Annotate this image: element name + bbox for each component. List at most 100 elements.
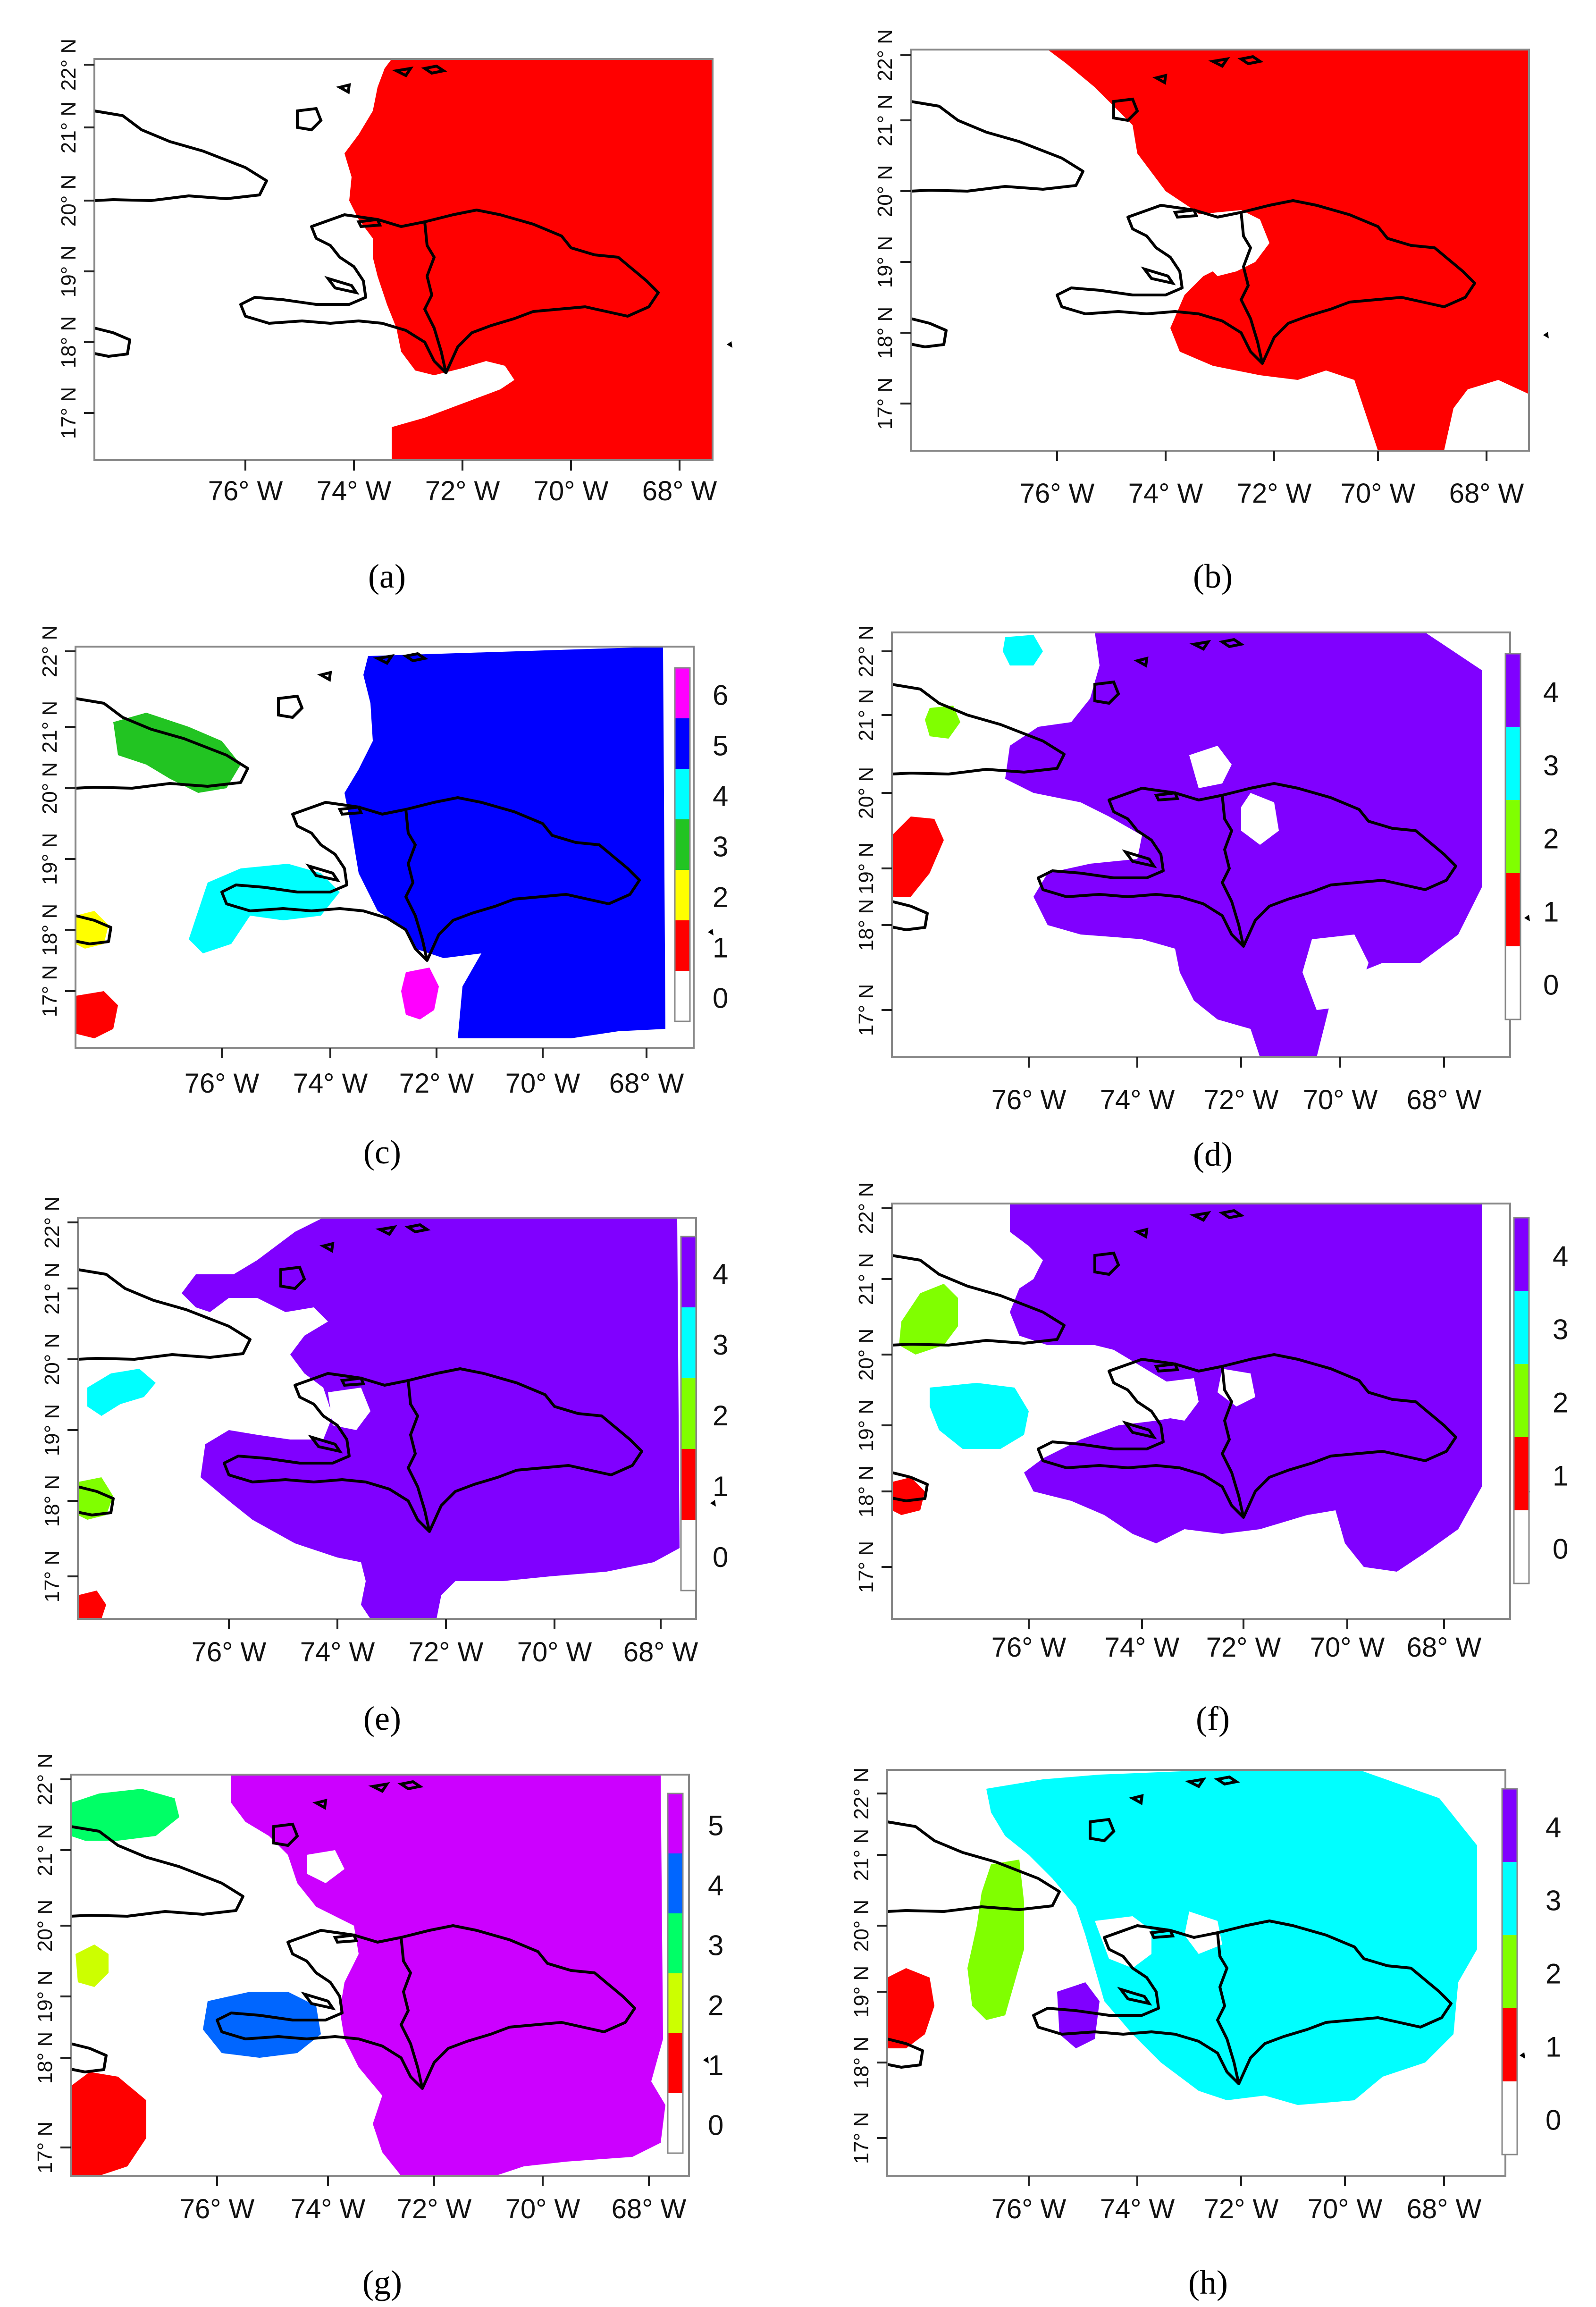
y-tick-label: 18° N <box>874 307 897 359</box>
x-tick-label: 72° W <box>425 476 500 506</box>
x-tick-label: 70° W <box>1310 1632 1385 1663</box>
panel-h <box>887 1769 1525 2177</box>
legend-label: 2 <box>1543 823 1559 855</box>
text-layer: 76° W 74° W 72° W 70° W 68° W 22° N 21° N 20° N… <box>34 29 1568 2301</box>
y-tick-label: 21° N <box>34 1824 57 1877</box>
y-tick-label: 20° N <box>34 1900 57 1952</box>
y-tick-label: 18° N <box>38 904 61 956</box>
y-tick-label: 22° N <box>850 1768 873 1820</box>
legend-label: 4 <box>1553 1241 1568 1272</box>
legend-label: 0 <box>1543 969 1559 1001</box>
y-tick-label: 21° N <box>850 1829 873 1881</box>
region-red <box>1048 50 1529 451</box>
panel-a <box>94 58 732 461</box>
x-tick-label: 74° W <box>1100 2194 1175 2224</box>
x-tick-label: 74° W <box>1128 478 1203 509</box>
y-tick-label: 20° N <box>874 165 897 218</box>
legend-label: 2 <box>713 882 728 913</box>
x-tick-label: 72° W <box>1204 1085 1279 1115</box>
y-tick-label: 19° N <box>855 842 878 895</box>
legend-label: 1 <box>713 1471 728 1502</box>
y-tick-label: 17° N <box>850 2112 873 2164</box>
y-tick-label: 21° N <box>57 101 80 154</box>
x-tick-label: 76° W <box>991 1085 1067 1115</box>
y-tick-label: 17° N <box>874 378 897 430</box>
panel-e <box>78 1217 716 1620</box>
y-tick-label: 22° N <box>34 1753 57 1806</box>
y-tick-label: 17° N <box>855 1541 878 1593</box>
x-tick-label: 76° W <box>192 1637 267 1667</box>
x-tick-label: 70° W <box>505 1068 580 1099</box>
x-tick-label: 68° W <box>1449 478 1524 509</box>
y-tick-label: 21° N <box>38 701 61 753</box>
map-area <box>892 1203 1530 1620</box>
panel-caption: (e) <box>363 1700 401 1737</box>
y-tick-label: 18° N <box>855 899 878 951</box>
legend-label: 1 <box>1543 896 1559 928</box>
map-area <box>76 646 714 1049</box>
legend-label: 2 <box>708 1990 723 2021</box>
panel-caption: (a) <box>368 557 406 595</box>
x-tick-label: 74° W <box>293 1068 368 1099</box>
legend-label: 6 <box>713 680 728 711</box>
y-tick-label: 18° N <box>34 2032 57 2084</box>
x-tick-label: 70° W <box>1303 1085 1378 1115</box>
panel-caption: (c) <box>363 1133 401 1171</box>
y-tick-label: 19° N <box>874 236 897 288</box>
y-tick-label: 21° N <box>855 1253 878 1305</box>
map-area <box>892 631 1530 1058</box>
y-tick-label: 22° N <box>855 1182 878 1235</box>
x-tick-label: 70° W <box>1341 478 1416 509</box>
region-red <box>344 59 713 460</box>
legend-label: 1 <box>1553 1460 1568 1492</box>
legend-label: 3 <box>708 1930 723 1962</box>
y-tick-label: 17° N <box>34 2122 57 2174</box>
y-tick-label: 19° N <box>855 1399 878 1452</box>
y-tick-label: 19° N <box>38 833 61 885</box>
legend-label: 0 <box>1553 1533 1568 1565</box>
legend-g <box>667 1793 684 2154</box>
x-tick-label: 76° W <box>185 1068 260 1099</box>
x-tick-label: 68° W <box>642 476 717 506</box>
y-tick-label: 17° N <box>855 984 878 1036</box>
legend-label: 3 <box>713 1329 728 1361</box>
x-tick-label: 68° W <box>1407 2194 1482 2224</box>
x-tick-label: 72° W <box>399 1068 474 1099</box>
panel-d <box>892 631 1530 1058</box>
x-tick-label: 76° W <box>991 1632 1067 1663</box>
x-tick-label: 70° W <box>505 2194 580 2224</box>
map-area <box>911 49 1549 452</box>
legend-label: 4 <box>713 1258 728 1290</box>
legend-h <box>1501 1788 1518 2155</box>
y-tick-label: 22° N <box>41 1196 64 1249</box>
x-tick-label: 68° W <box>612 2194 687 2224</box>
y-tick-label: 17° N <box>57 387 80 439</box>
panel-b <box>911 49 1549 452</box>
panel-caption: (f) <box>1196 1700 1230 1737</box>
x-tick-label: 72° W <box>1204 2194 1279 2224</box>
legend-label: 3 <box>1543 750 1559 782</box>
panel-c <box>76 646 714 1049</box>
legend-label: 2 <box>713 1400 728 1431</box>
y-tick-label: 18° N <box>57 316 80 369</box>
x-tick-label: 70° W <box>1308 2194 1383 2224</box>
y-tick-label: 21° N <box>41 1263 64 1315</box>
legend-label: 4 <box>1546 1812 1561 1844</box>
x-tick-label: 74° W <box>291 2194 366 2224</box>
y-tick-label: 20° N <box>850 1900 873 1952</box>
panel-g <box>71 1774 709 2177</box>
map-area <box>94 58 732 461</box>
y-tick-label: 22° N <box>38 625 61 678</box>
y-tick-label: 18° N <box>41 1475 64 1527</box>
y-tick-label: 17° N <box>38 965 61 1018</box>
x-tick-label: 72° W <box>1206 1632 1281 1663</box>
x-tick-label: 72° W <box>409 1637 484 1667</box>
y-tick-label: 19° N <box>34 1970 57 2023</box>
y-tick-label: 18° N <box>855 1465 878 1518</box>
legend-label: 2 <box>1546 1958 1561 1990</box>
legend-label: 5 <box>713 730 728 762</box>
legend-e <box>680 1236 697 1591</box>
legend-d <box>1504 653 1521 1020</box>
x-tick-label: 70° W <box>534 476 609 506</box>
y-tick-label: 22° N <box>57 39 80 91</box>
